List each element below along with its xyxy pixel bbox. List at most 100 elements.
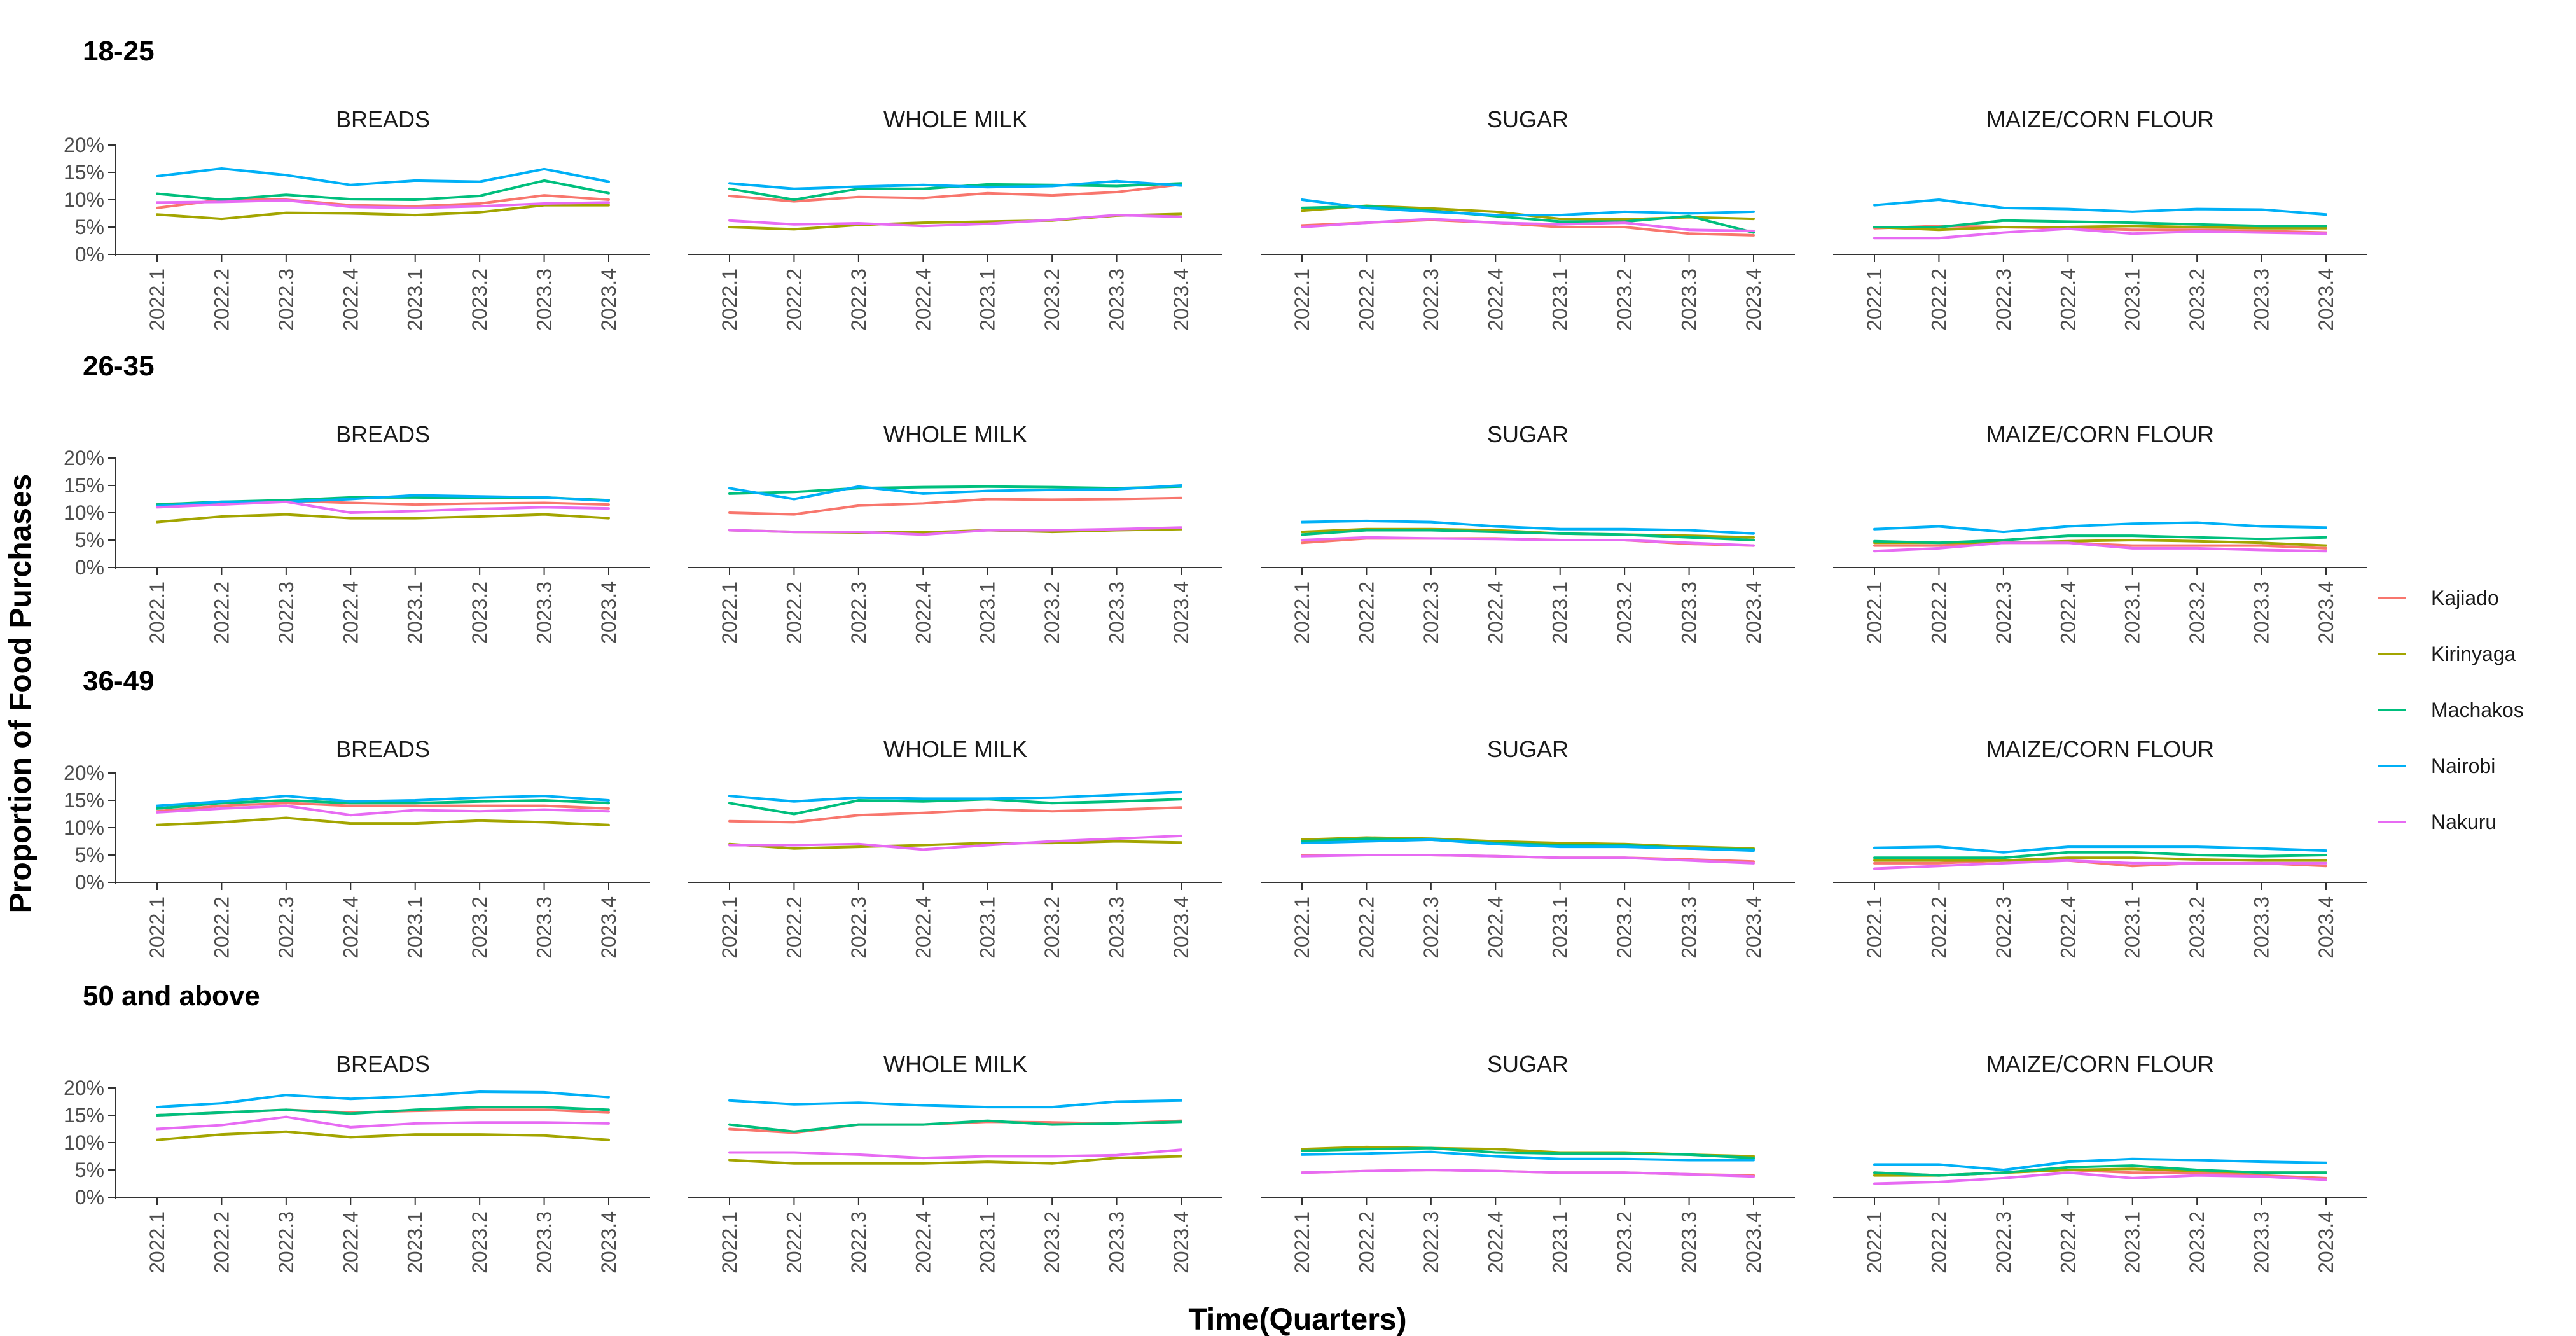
x-tick-label: 2022.3 [847,268,870,331]
panel-title-50-and-above-breads: BREADS [336,1051,430,1077]
x-tick-label: 2022.2 [1927,581,1950,644]
x-tick-label: 2023.1 [404,896,427,959]
series-line-18-25-breads-nairobi [156,167,610,186]
x-tick-label: 2022.1 [718,896,741,959]
panel-title-26-35-whole-milk: WHOLE MILK [883,421,1027,447]
x-tick-label: 2022.2 [210,581,233,644]
panel-title-26-35-sugar: SUGAR [1487,421,1568,447]
series-line-26-35-sugar-nakuru [1301,536,1755,547]
x-tick-label: 2023.1 [1549,896,1572,959]
row-title-18-25: 18-25 [83,36,155,67]
x-tick-label: 2022.3 [275,581,298,644]
x-tick-label: 2022.1 [1863,581,1886,644]
legend-label-kajiado: Kajiado [2431,587,2499,609]
x-tick-label: 2023.4 [1742,581,1765,644]
y-tick-label: 0% [75,1186,104,1209]
x-tick-label: 2023.3 [2250,268,2273,331]
x-tick-label: 2023.1 [976,1211,999,1274]
series-line-18-25-whole-milk-nairobi [728,179,1182,190]
y-axis-title: Proportion of Food Purchases [4,474,38,914]
x-tick-label: 2022.2 [782,1211,805,1274]
x-tick-label: 2023.2 [2185,1211,2208,1274]
series-line-18-25-sugar-nairobi [1301,198,1755,217]
x-tick-label: 2023.1 [976,581,999,644]
x-tick-label: 2022.3 [275,1211,298,1274]
x-tick-label: 2023.3 [1678,268,1701,331]
x-tick-label: 2023.4 [597,268,620,331]
x-tick-label: 2022.4 [911,1211,934,1274]
series-line-36-49-whole-milk-machakos [728,798,1182,816]
x-tick-label: 2023.2 [1613,268,1636,331]
x-tick-label: 2022.2 [1355,268,1378,331]
x-tick-label: 2022.1 [146,268,169,331]
series-line-36-49-maize-corn-flour-nakuru [1873,859,2327,870]
x-tick-label: 2023.1 [1549,1211,1572,1274]
x-tick-label: 2023.1 [404,1211,427,1274]
legend-label-kirinyaga: Kirinyaga [2431,643,2516,665]
panel-50-and-above-sugar: SUGAR 2022.1 2022.2 2022.3 2022.4 2023.1 2023.… [1261,1051,1795,1274]
panel-50-and-above-maize-corn-flour: MAIZE/CORN FLOUR 2022.1 2022.2 2022.3 2022.4… [1833,1051,2367,1274]
series-line-50-and-above-breads-machakos [156,1106,610,1117]
series-line-50-and-above-breads-nakuru [156,1115,610,1131]
series-line-36-49-breads-nairobi [156,795,610,807]
x-tick-label: 2023.4 [2315,268,2337,331]
series-line-50-and-above-whole-milk-nakuru [728,1148,1182,1160]
x-tick-label: 2022.3 [847,896,870,959]
series-line-26-35-whole-milk-nairobi [728,484,1182,501]
series-line-50-and-above-whole-milk-kirinyaga [728,1155,1182,1165]
x-tick-label: 2022.4 [1484,896,1507,959]
x-tick-label: 2022.1 [1863,896,1886,959]
panel-26-35-breads: BREADS 0% 5% 10% 15% 20% 2022.1 2022.2 2022.3 202… [64,421,650,644]
x-tick-label: 2022.1 [718,581,741,644]
x-tick-label: 2023.1 [2121,581,2144,644]
panel-title-50-and-above-sugar: SUGAR [1487,1051,1568,1077]
x-tick-label: 2023.1 [976,268,999,331]
panel-18-25-maize-corn-flour: MAIZE/CORN FLOUR 2022.1 2022.2 2022.3 2022.4… [1833,106,2367,331]
x-tick-label: 2023.4 [2315,896,2337,959]
panel-title-26-35-maize-corn-flour: MAIZE/CORN FLOUR [1986,421,2214,447]
series-line-18-25-maize-corn-flour-kirinyaga [1873,225,2327,232]
series-line-26-35-whole-milk-nakuru [728,526,1182,536]
x-tick-label: 2022.1 [146,581,169,644]
x-tick-label: 2022.4 [339,896,362,959]
y-tick-label: 10% [64,501,104,524]
x-axis-title: Time(Quarters) [1188,1303,1406,1336]
x-tick-label: 2023.2 [468,268,491,331]
x-tick-label: 2022.1 [1291,581,1313,644]
row-title-26-35: 26-35 [83,351,155,382]
series-line-18-25-breads-nakuru [156,198,610,209]
series-line-36-49-maize-corn-flour-machakos [1873,851,2327,859]
legend-label-nairobi: Nairobi [2431,755,2495,777]
x-tick-label: 2022.3 [1420,268,1443,331]
series-line-26-35-maize-corn-flour-nakuru [1873,541,2327,553]
series-line-50-and-above-breads-nairobi [156,1090,610,1109]
series-line-50-and-above-whole-milk-machakos [728,1119,1182,1133]
y-tick-label: 10% [64,816,104,839]
series-line-36-49-breads-nakuru [156,804,610,817]
x-tick-label: 2023.1 [2121,268,2144,331]
y-tick-label: 5% [75,844,104,866]
panel-36-49-whole-milk: WHOLE MILK 2022.1 2022.2 2022.3 2022.4 2023.1… [688,736,1222,959]
x-tick-label: 2023.2 [1041,581,1063,644]
x-tick-label: 2023.1 [2121,896,2144,959]
y-tick-label: 20% [64,1076,104,1099]
x-tick-label: 2022.4 [911,268,934,331]
series-line-26-35-maize-corn-flour-kajiado [1873,541,2327,550]
series-line-36-49-maize-corn-flour-nairobi [1873,845,2327,854]
x-tick-label: 2023.3 [1105,581,1128,644]
series-line-26-35-whole-milk-machakos [728,485,1182,495]
x-tick-label: 2023.1 [976,896,999,959]
x-tick-label: 2023.1 [1549,581,1572,644]
y-tick-label: 5% [75,529,104,552]
y-tick-label: 5% [75,216,104,239]
x-tick-label: 2023.4 [597,581,620,644]
panel-50-and-above-breads: BREADS 0% 5% 10% 15% 20% 2022.1 2022.2 2022.3 202… [64,1051,650,1274]
series-line-50-and-above-sugar-nakuru [1301,1169,1755,1178]
x-tick-label: 2022.2 [782,581,805,644]
x-tick-label: 2022.3 [1992,268,2015,331]
series-line-50-and-above-maize-corn-flour-nakuru [1873,1171,2327,1185]
x-tick-label: 2023.3 [2250,1211,2273,1274]
x-tick-label: 2023.1 [404,268,427,331]
x-tick-label: 2022.3 [1992,1211,2015,1274]
